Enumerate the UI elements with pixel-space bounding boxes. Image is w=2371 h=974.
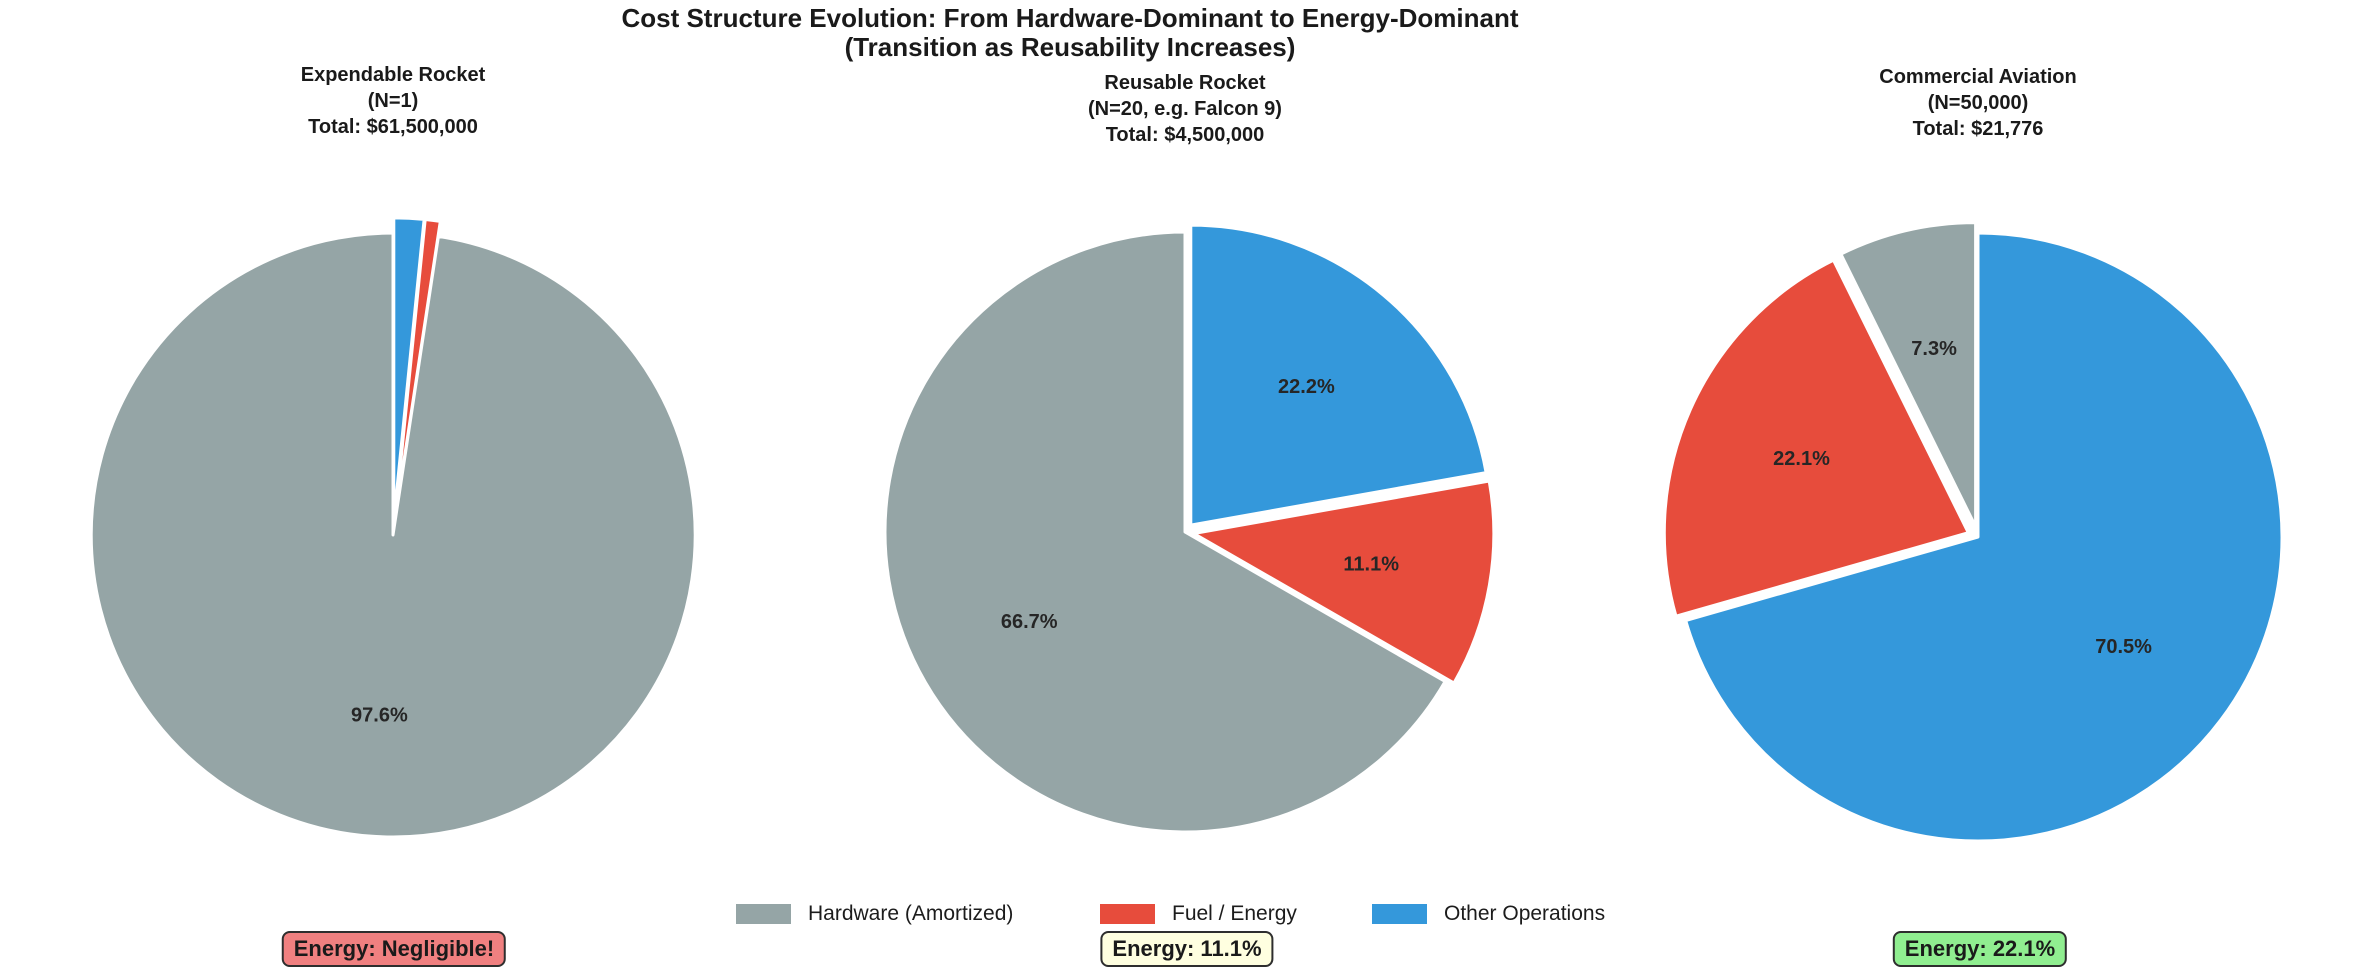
figure-title-line1: Cost Structure Evolution: From Hardware-… xyxy=(621,3,1519,33)
pie2-total: Total: $4,500,000 xyxy=(1105,124,1265,146)
pie2-slice-other xyxy=(1189,223,1488,527)
pie3-pct-hardware: 7.3% xyxy=(1911,338,1957,360)
pie1-slice-hardware xyxy=(89,231,697,839)
pie3-total: Total: $21,776 xyxy=(1912,118,2044,140)
legend-item-hardware: Hardware (Amortized) xyxy=(736,902,1013,926)
pie3-pct-other: 70.5% xyxy=(2095,636,2152,658)
pie1-header: Expendable Rocket (N=1) Total: $61,500,0… xyxy=(301,62,486,140)
legend-swatch-hardware xyxy=(736,904,791,924)
pie1-title: Expendable Rocket xyxy=(300,64,486,86)
pie2-slice-hardware xyxy=(883,230,1447,834)
pie2-title: Reusable Rocket xyxy=(1104,72,1266,94)
annotation-expendable-energy: Energy: Negligible! xyxy=(281,931,507,967)
pie3-header: Commercial Aviation (N=50,000) Total: $2… xyxy=(1879,64,2076,142)
pie2-slice-fuel xyxy=(1192,479,1496,685)
pie3-title: Commercial Aviation xyxy=(1879,66,2077,88)
pie1-slice-other xyxy=(392,216,426,522)
annotation-reusable-energy: Energy: 11.1% xyxy=(1100,931,1274,967)
pie2-pct-fuel: 11.1% xyxy=(1343,554,1399,576)
legend-label-fuel: Fuel / Energy xyxy=(1172,902,1297,925)
legend-item-other: Other Operations xyxy=(1372,902,1605,926)
legend-item-fuel: Fuel / Energy xyxy=(1100,902,1297,926)
legend-label-hardware: Hardware (Amortized) xyxy=(808,902,1014,925)
pie3-pct-fuel: 22.1% xyxy=(1773,448,1830,470)
pie1-pct-hardware: 97.6% xyxy=(351,705,408,727)
legend-swatch-other xyxy=(1372,904,1427,924)
pie2-header: Reusable Rocket (N=20, e.g. Falcon 9) To… xyxy=(1088,70,1282,148)
pie3-slice-hardware xyxy=(1839,221,1978,529)
pie2-pct-hardware: 66.7% xyxy=(1001,611,1058,633)
pie3-slice-fuel xyxy=(1662,258,1970,618)
pie3-slice-other xyxy=(1684,231,2284,843)
pie2-subtitle: (N=20, e.g. Falcon 9) xyxy=(1088,98,1282,120)
legend-label-other: Other Operations xyxy=(1444,902,1606,925)
figure-title-line2: (Transition as Reusability Increases) xyxy=(844,32,1296,62)
legend-swatch-fuel xyxy=(1100,904,1155,924)
figure-title: Cost Structure Evolution: From Hardware-… xyxy=(621,4,1518,62)
pie2-pct-other: 22.2% xyxy=(1278,376,1335,398)
pie3-subtitle: (N=50,000) xyxy=(1927,92,2029,114)
annotation-aviation-energy: Energy: 22.1% xyxy=(1892,931,2068,967)
pie1-subtitle: (N=1) xyxy=(367,90,419,112)
pie1-total: Total: $61,500,000 xyxy=(308,116,478,138)
